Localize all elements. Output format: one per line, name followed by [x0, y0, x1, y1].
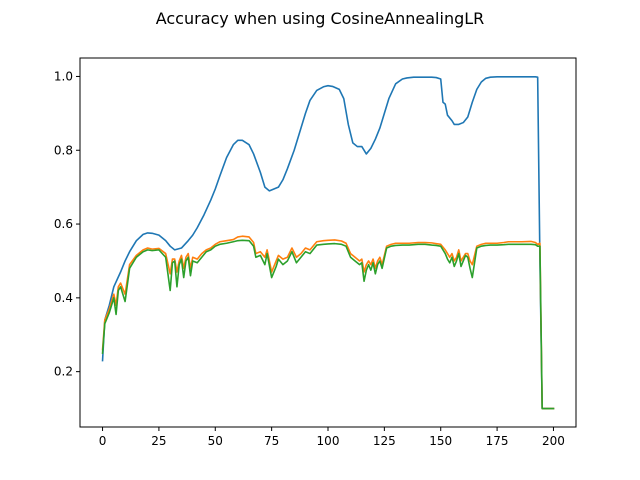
y-tick-label: 0.8 — [54, 143, 73, 157]
series-layer — [101, 76, 555, 410]
x-tick-label: 50 — [208, 434, 223, 448]
series-line-2 — [101, 235, 555, 410]
y-axis: 0.2 0.4 0.6 0.8 1.0 — [54, 69, 80, 379]
x-tick-label: 0 — [99, 434, 107, 448]
x-tick-label: 200 — [542, 434, 565, 448]
x-tick-label: 175 — [486, 434, 509, 448]
y-tick-label: 0.6 — [54, 217, 73, 231]
x-tick-label: 25 — [151, 434, 166, 448]
x-tick-label: 75 — [264, 434, 279, 448]
x-tick-label: 125 — [373, 434, 396, 448]
x-tick-label: 150 — [429, 434, 452, 448]
y-tick-label: 0.2 — [54, 365, 73, 379]
axes-frame — [79, 57, 577, 428]
chart-title: Accuracy when using CosineAnnealingLR — [156, 9, 485, 28]
y-tick-label: 0.4 — [54, 291, 73, 305]
x-tick-label: 100 — [317, 434, 340, 448]
y-tick-label: 1.0 — [54, 69, 73, 83]
series-line-3 — [101, 239, 555, 410]
series-line-1 — [101, 76, 555, 410]
x-axis: 0 25 50 75 100 125 150 175 200 — [99, 427, 565, 448]
plot-area: 0 25 50 75 100 125 150 175 200 0.2 0.4 0.6 0.8 1.0 — [54, 57, 577, 448]
